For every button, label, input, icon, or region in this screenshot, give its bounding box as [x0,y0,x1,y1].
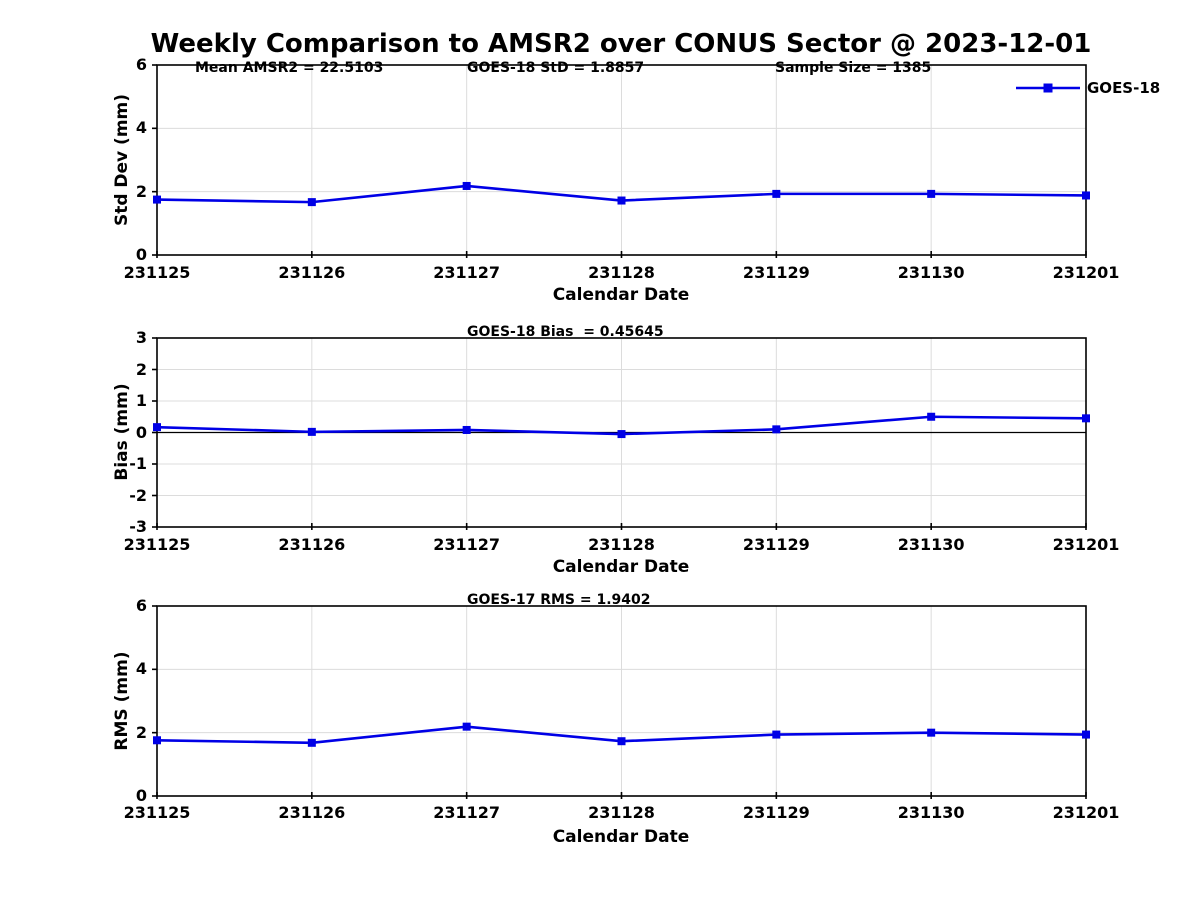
data-point-marker [927,728,936,737]
annotation-mean-amsr2: Mean AMSR2 = 22.5103 [195,60,384,76]
x-tick-label: 231126 [278,263,346,282]
data-point-marker [462,722,471,731]
x-tick-label: 231129 [742,263,810,282]
data-point-marker [462,181,471,190]
y-tick-label: -3 [129,517,147,536]
x-tick-label: 231127 [433,263,501,282]
data-point-marker [772,425,781,434]
x-tick-label: 231125 [123,263,191,282]
figure-title: Weekly Comparison to AMSR2 over CONUS Se… [150,29,1092,59]
data-point-marker [307,738,316,747]
y-tick-label: 4 [135,118,147,138]
legend-label: GOES-18 [1087,79,1161,97]
data-point-marker [462,425,471,434]
y-tick-label: -2 [129,485,147,505]
rms-x-axis-label: Calendar Date [552,827,690,847]
x-tick-label: 231129 [742,535,810,554]
x-tick-label: 231128 [588,535,655,554]
data-point-marker [307,427,316,436]
y-tick-label: 6 [135,596,147,615]
y-tick-label: 2 [135,722,147,742]
data-point-marker [153,423,161,432]
data-point-marker [772,189,781,198]
data-point-marker [1082,191,1090,200]
x-tick-label: 231127 [433,803,501,822]
legend-marker-sample [1043,83,1053,93]
y-tick-label: 0 [135,422,147,442]
x-tick-label: 231125 [123,803,191,822]
x-tick-label: 231126 [278,535,346,554]
x-tick-label: 231130 [897,535,965,554]
y-tick-label: 2 [135,359,147,379]
x-tick-label: 231125 [123,535,191,554]
x-tick-label: 231127 [433,535,501,554]
annotation-goes18-std: GOES-18 StD = 1.8857 [467,60,645,76]
data-point-marker [927,412,936,421]
x-tick-label: 231126 [278,803,346,822]
x-tick-label: 231201 [1052,263,1120,282]
x-tick-label: 231130 [897,263,965,282]
data-point-marker [617,430,626,439]
x-tick-label: 231201 [1052,535,1120,554]
stddev-x-axis-label: Calendar Date [552,285,690,305]
y-tick-label: 3 [135,328,147,347]
data-point-marker [617,196,626,205]
stddev-y-axis-label: Std Dev (mm) [112,93,132,227]
x-tick-label: 231128 [588,803,655,822]
data-point-marker [617,737,626,746]
x-tick-label: 231129 [742,803,810,822]
bias-chart-title: GOES-18 Bias = 0.45645 [467,324,664,340]
x-tick-label: 231201 [1052,803,1120,822]
x-tick-label: 231130 [897,803,965,822]
data-point-marker [1082,414,1090,423]
x-tick-label: 231128 [588,263,655,282]
y-tick-label: -1 [129,454,147,473]
y-tick-label: 1 [135,391,147,410]
data-point-marker [1082,730,1090,739]
rms-chart-title: GOES-17 RMS = 1.9402 [467,592,651,608]
y-tick-label: 0 [135,245,147,264]
data-point-marker [927,189,936,198]
annotation-sample-size: Sample Size = 1385 [775,60,932,76]
y-tick-label: 4 [135,659,147,679]
data-point-marker [307,198,316,207]
data-point-marker [153,736,161,745]
data-point-marker [772,730,781,739]
y-tick-label: 2 [135,181,147,201]
y-tick-label: 0 [135,786,147,805]
data-point-marker [153,195,161,204]
bias-x-axis-label: Calendar Date [552,557,690,577]
y-tick-label: 6 [135,55,147,74]
